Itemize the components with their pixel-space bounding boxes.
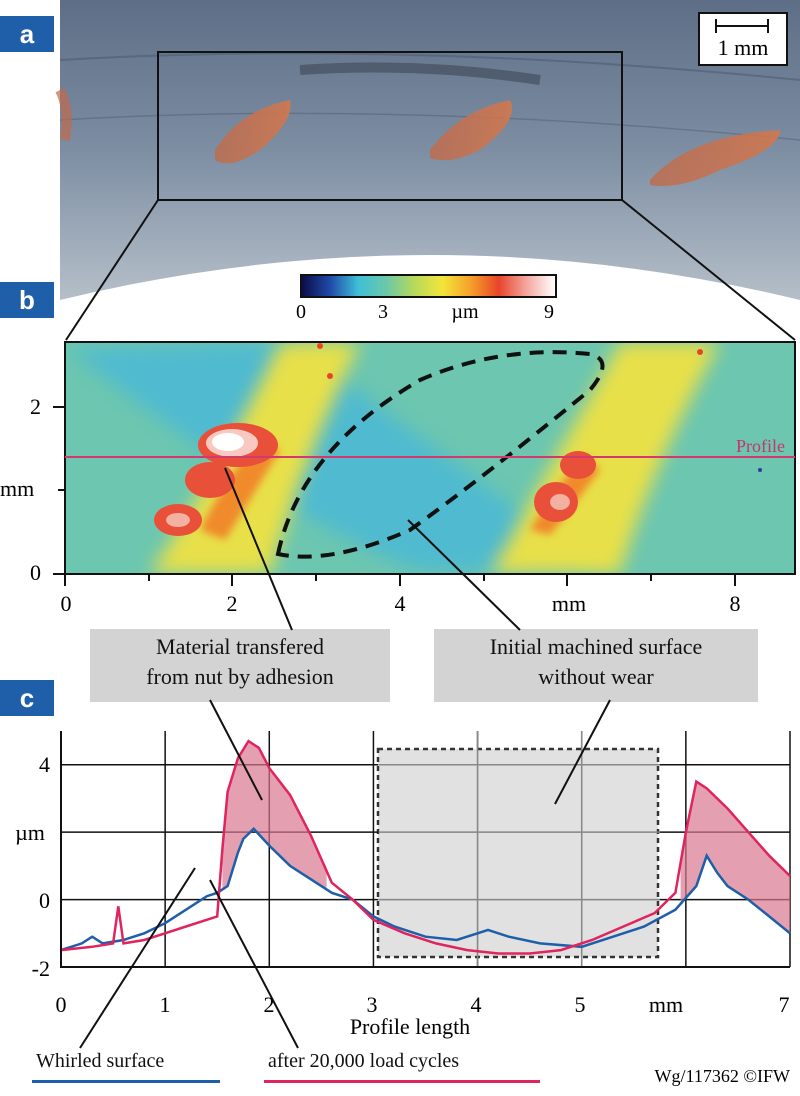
leader-initial-chart [554, 699, 611, 805]
adhesion-spot-right [650, 130, 780, 186]
chart-x-label: Profile length [349, 1014, 471, 1039]
legend-label-whirled: Whirled surface [36, 1050, 165, 1072]
unworn-region-box [376, 747, 660, 959]
chart-x-tick-7: 7 [778, 992, 790, 1017]
leader-adhesion-chart [209, 699, 263, 801]
callout-initial-line-2: without wear [538, 664, 654, 689]
chart-y-unit: µm [15, 820, 45, 845]
chart-x-tick-2: 2 [263, 992, 275, 1017]
map-x-tick-8: 8 [729, 591, 741, 616]
wear-free-region-outline [275, 350, 605, 559]
wear-fill-left [222, 741, 327, 890]
colorbar-tick-9: 9 [544, 301, 554, 323]
profile-label: Profile [736, 436, 785, 456]
map-y-unit: mm [0, 476, 35, 501]
chart-x-tick-1: 1 [159, 992, 171, 1017]
leader-whirled [79, 867, 196, 1049]
series-line-loaded [60, 739, 791, 955]
scale-bar-label: 1 mm [717, 35, 769, 60]
scale-bar: 1 mm [698, 12, 788, 66]
map-x-tick-0: 0 [60, 591, 72, 616]
panel-label-b: b [0, 282, 54, 318]
leader-loaded [209, 879, 299, 1049]
height-map [53, 341, 796, 586]
legend-swatch-loaded [264, 1080, 540, 1083]
leader-adhesion-map [224, 467, 293, 631]
chart-x-tick-4: 4 [470, 992, 482, 1017]
panel-label-c: c [0, 680, 54, 716]
colorbar-tick-0: 0 [296, 301, 306, 323]
chart-y-tick-0: 0 [39, 888, 50, 913]
colorbar-tick-3: 3 [378, 301, 388, 323]
legend-label-loaded: after 20,000 load cycles [268, 1050, 460, 1072]
chart-axes-lines [60, 731, 790, 968]
chart-x-tick-5: 5 [574, 992, 586, 1017]
chart-x-unit: mm [648, 992, 684, 1017]
adhesion-spot-left [215, 100, 291, 164]
chart-y-tick-4: 4 [39, 752, 50, 777]
map-x-unit: mm [551, 591, 587, 616]
figure-credit: Wg/117362 ©IFW [654, 1066, 791, 1086]
map-x-tick-4: 4 [394, 591, 406, 616]
panel-label-a: a [0, 16, 54, 52]
chart-x-tick-3: 3 [366, 992, 378, 1017]
colorbar [300, 274, 557, 298]
zoom-lines [65, 199, 796, 341]
callout-adhesion-line-2: from nut by adhesion [146, 664, 334, 689]
scale-bar-line [715, 19, 769, 33]
colorbar-unit: µm [451, 301, 479, 323]
photo-panel [55, 0, 800, 300]
map-y-tick-0: 0 [30, 560, 41, 585]
callout-initial-surface: Initial machined surface without wear [434, 629, 758, 702]
adhesion-spot-mid [430, 100, 512, 161]
map-y-tick-2: 2 [30, 394, 41, 419]
chart-x-tick-0: 0 [55, 992, 67, 1017]
chart-y-tick-neg2: -2 [31, 956, 50, 981]
legend-swatch-whirled [32, 1080, 220, 1083]
leader-initial-map [407, 519, 521, 631]
callout-initial-line-1: Initial machined surface [489, 634, 703, 659]
callout-adhesion-line-1: Material transfered [156, 634, 324, 659]
map-x-tick-2: 2 [226, 591, 238, 616]
zoom-region-box [157, 51, 623, 201]
wear-fill-right [680, 782, 790, 934]
callout-adhesion: Material transfered from nut by adhesion [90, 629, 390, 702]
